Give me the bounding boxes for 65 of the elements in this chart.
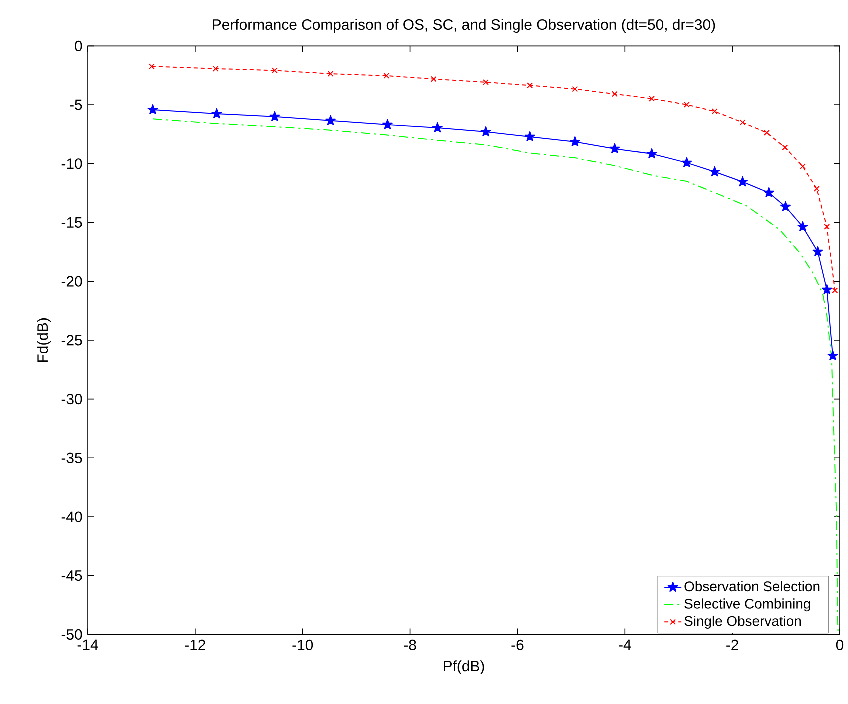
y-tick-label: -20 xyxy=(62,276,82,287)
point xyxy=(272,68,278,74)
point xyxy=(828,350,838,361)
point xyxy=(384,72,390,79)
point xyxy=(822,284,832,294)
point xyxy=(270,111,280,122)
point xyxy=(326,115,336,126)
point xyxy=(684,102,690,108)
point xyxy=(212,108,222,119)
chart-title: Performance Comparison of OS, SC, and Single Observation (dt=50, dr=30) xyxy=(213,19,716,34)
point xyxy=(832,288,838,294)
point xyxy=(527,82,534,89)
point xyxy=(798,221,808,232)
point xyxy=(710,166,720,177)
y-tick-label: -30 xyxy=(62,394,82,405)
point xyxy=(712,108,718,115)
point xyxy=(764,187,774,198)
legend-label: Selective Combining xyxy=(684,598,810,612)
point xyxy=(780,201,792,212)
point xyxy=(764,130,770,136)
point xyxy=(483,79,490,86)
y-tick-label: -35 xyxy=(62,452,82,464)
x-tick-label: -12 xyxy=(185,640,206,650)
point xyxy=(738,176,748,187)
point xyxy=(430,76,437,82)
point xyxy=(524,131,536,142)
point xyxy=(432,122,443,133)
y-tick-label: -45 xyxy=(62,570,82,582)
point xyxy=(782,144,788,151)
point xyxy=(612,91,618,98)
point xyxy=(824,224,830,230)
x-axis-title: Pf(dB) xyxy=(444,660,484,675)
point xyxy=(572,86,578,92)
point xyxy=(740,120,746,126)
y-tick-label: -10 xyxy=(62,158,82,170)
legend-label: Observation Selection xyxy=(684,581,820,592)
x-tick-label: -14 xyxy=(78,640,98,650)
point xyxy=(646,148,658,159)
x-tick-label: 0 xyxy=(836,640,844,650)
point xyxy=(382,119,393,130)
point xyxy=(148,64,155,70)
point xyxy=(328,70,334,77)
point xyxy=(148,104,158,115)
point xyxy=(649,96,655,102)
point xyxy=(570,136,580,147)
point xyxy=(814,186,820,192)
x-tick-label: -10 xyxy=(292,640,314,650)
legend-label: Single Observation xyxy=(684,616,802,629)
y-tick-label: -25 xyxy=(62,335,82,346)
y-tick-label: -50 xyxy=(62,629,82,640)
x-tick-label: -2 xyxy=(726,640,738,650)
x-tick-label: -8 xyxy=(404,640,416,650)
point xyxy=(610,143,620,154)
y-tick-label: 0 xyxy=(75,40,82,52)
y-tick-label: -40 xyxy=(62,512,82,522)
x-tick-label: -6 xyxy=(512,640,524,650)
y-axis-title: Fd(dB) xyxy=(37,318,52,362)
point xyxy=(480,126,492,137)
point xyxy=(812,246,824,256)
point xyxy=(682,157,692,168)
y-tick-label: -5 xyxy=(70,100,82,110)
point xyxy=(212,66,219,72)
x-tick-label: -4 xyxy=(619,640,632,650)
point xyxy=(800,164,806,170)
y-tick-label: -15 xyxy=(62,218,82,228)
